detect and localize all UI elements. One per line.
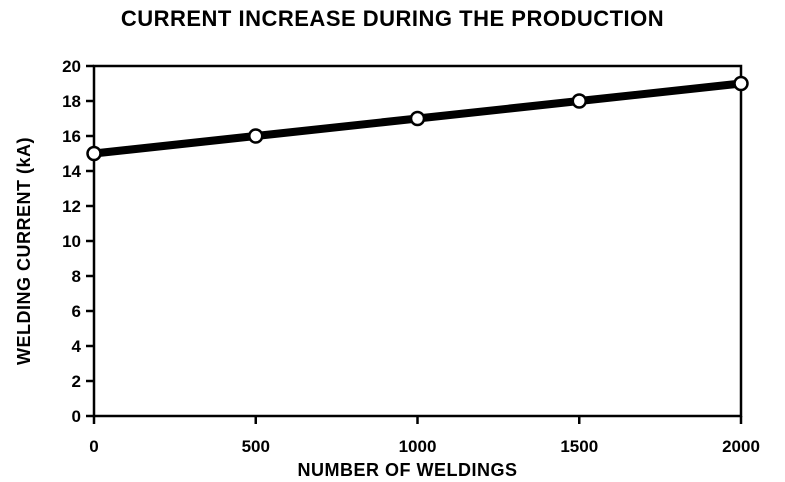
x-tick-label: 0 (89, 437, 98, 456)
data-point (86, 145, 102, 162)
x-tick-label: 1500 (560, 437, 598, 456)
y-tick-label: 8 (72, 267, 81, 286)
y-tick-label: 20 (62, 57, 81, 76)
x-tick-label: 500 (242, 437, 270, 456)
x-axis-ticks: 0 500 1000 1500 2000 (89, 416, 760, 456)
y-tick-label: 10 (62, 232, 81, 251)
x-tick-label: 1000 (399, 437, 437, 456)
y-axis-title: WELDING CURRENT (kA) (14, 137, 34, 365)
y-tick-label: 6 (72, 302, 81, 321)
series-layer (86, 75, 749, 162)
y-tick-label: 14 (62, 162, 81, 181)
y-tick-label: 12 (62, 197, 81, 216)
y-tick-label: 0 (72, 407, 81, 426)
y-tick-label: 18 (62, 92, 81, 111)
y-tick-label: 4 (72, 337, 82, 356)
chart-title: CURRENT INCREASE DURING THE PRODUCTION (120, 6, 665, 31)
data-point (248, 128, 264, 144)
y-tick-label: 16 (62, 127, 81, 146)
data-point (409, 110, 426, 127)
data-point (571, 93, 587, 109)
x-axis-title: NUMBER OF WELDINGS (298, 460, 518, 480)
x-tick-label: 2000 (722, 437, 760, 456)
y-axis-ticks: 0 2 4 6 8 10 12 14 16 18 20 (62, 57, 94, 426)
y-tick-label: 2 (72, 372, 81, 391)
data-point (733, 75, 749, 92)
